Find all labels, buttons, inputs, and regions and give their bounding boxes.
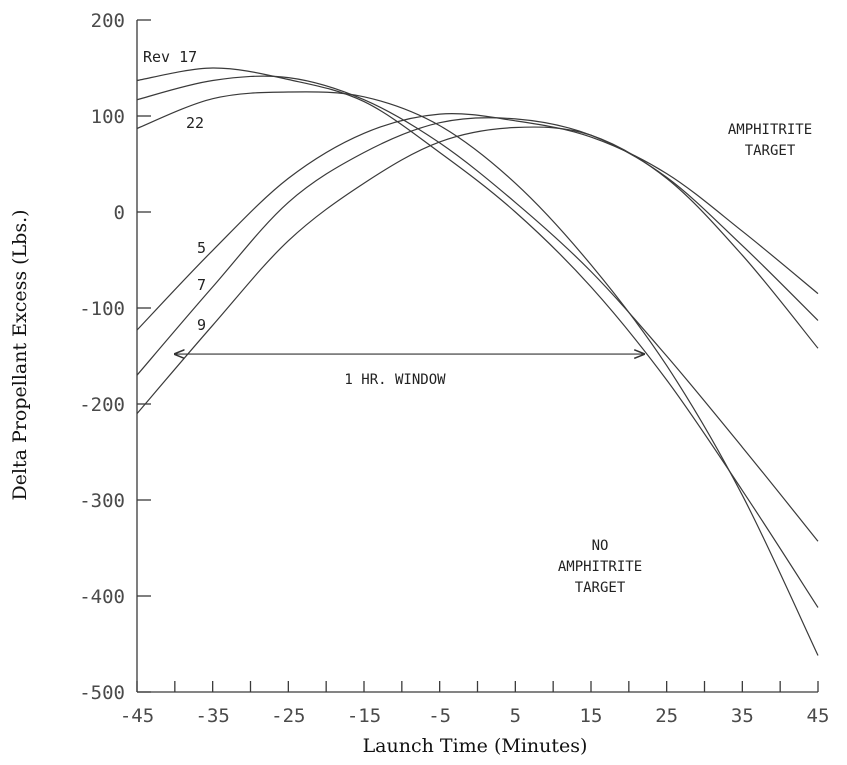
y-tick-label: -500 bbox=[79, 682, 125, 704]
amphitrite-line-1: AMPHITRITE bbox=[728, 122, 812, 138]
amphitrite-line-2: TARGET bbox=[745, 143, 796, 159]
x-axis-title: Launch Time (Minutes) bbox=[363, 735, 588, 757]
series-line-6 bbox=[136, 126, 819, 414]
no-amphitrite-target-annotation: NO AMPHITRITE TARGET bbox=[558, 538, 642, 596]
x-tick-label: 15 bbox=[580, 705, 603, 727]
y-tick-label: -400 bbox=[79, 586, 125, 608]
series-label-3: 22 bbox=[186, 114, 204, 132]
y-tick-label: 100 bbox=[91, 106, 125, 128]
axes: 200 100 0 -100 -200 -300 -400 -500 -45 -35 -25 -15… bbox=[79, 10, 829, 727]
no-amphitrite-line-1: NO bbox=[592, 538, 609, 554]
window-annotation: 1 HR. WINDOW bbox=[175, 354, 644, 388]
y-tick-label: -200 bbox=[79, 394, 125, 416]
series-label-1: Rev 17 bbox=[143, 48, 197, 66]
series-line-3 bbox=[136, 91, 819, 656]
x-tick-label: -25 bbox=[271, 705, 305, 727]
x-tick-label: 25 bbox=[655, 705, 678, 727]
x-tick-label: -35 bbox=[196, 705, 230, 727]
no-amphitrite-line-3: TARGET bbox=[575, 580, 626, 596]
y-axis-title: Delta Propellant Excess (Lbs.) bbox=[9, 209, 31, 500]
x-tick-label: 45 bbox=[807, 705, 830, 727]
y-tick-label: -100 bbox=[79, 298, 125, 320]
curves bbox=[136, 67, 819, 656]
amphitrite-target-annotation: AMPHITRITE TARGET bbox=[728, 122, 812, 159]
y-tick-label: 200 bbox=[91, 10, 125, 32]
x-tick-label: -15 bbox=[347, 705, 381, 727]
no-amphitrite-line-2: AMPHITRITE bbox=[558, 559, 642, 575]
y-ticks: 200 100 0 -100 -200 -300 -400 -500 bbox=[79, 10, 151, 704]
series-line-5 bbox=[136, 117, 819, 376]
series-label-5: 7 bbox=[197, 276, 206, 294]
x-tick-label: -45 bbox=[120, 705, 154, 727]
window-label: 1 HR. WINDOW bbox=[344, 372, 446, 388]
x-tick-label: 5 bbox=[510, 705, 521, 727]
series-label-6: 9 bbox=[197, 316, 206, 334]
series-line-4 bbox=[136, 113, 819, 331]
x-tick-label: -5 bbox=[428, 705, 451, 727]
x-ticks: -45 -35 -25 -15 -5 5 15 25 35 45 bbox=[120, 681, 830, 727]
series-line-2 bbox=[136, 75, 819, 542]
series-label-4: 5 bbox=[197, 239, 206, 257]
x-tick-label: 35 bbox=[731, 705, 754, 727]
series-line-1 bbox=[136, 67, 819, 608]
curve-labels: Rev 17 22 5 7 9 bbox=[143, 48, 206, 334]
y-tick-label: 0 bbox=[114, 202, 125, 224]
y-tick-label: -300 bbox=[79, 490, 125, 512]
